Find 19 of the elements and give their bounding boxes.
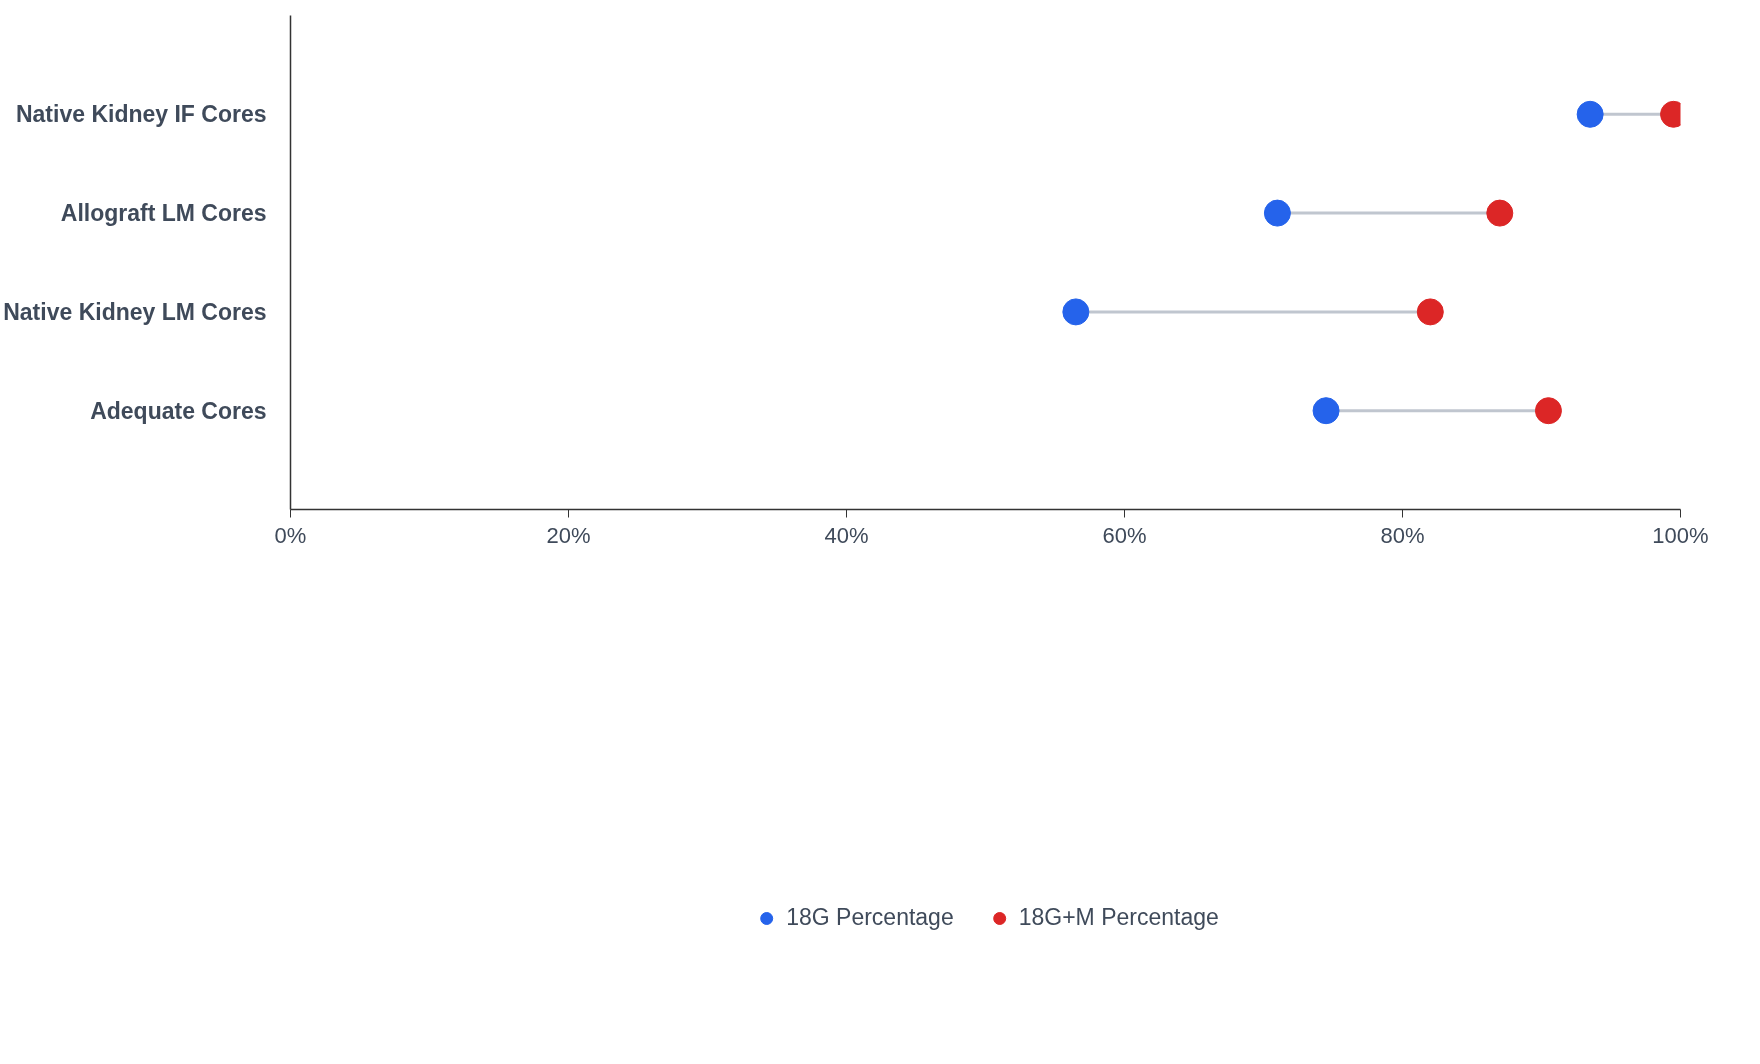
x-tick-label: 80% (1380, 522, 1425, 548)
x-tick-label: 60% (1102, 522, 1147, 548)
y-tick-label: Allograft LM Cores (60, 200, 267, 227)
point (1576, 100, 1604, 128)
y-tick-label: Native Kidney IF Cores (15, 101, 267, 128)
point (1263, 199, 1291, 227)
x-tick-label: 20% (546, 522, 591, 548)
x-tick-label: 40% (824, 522, 869, 548)
x-tick-label: 100% (1652, 522, 1709, 548)
legend-label: 18G Percentage (786, 904, 954, 931)
point (1312, 397, 1340, 425)
point (1534, 397, 1562, 425)
point (1486, 199, 1514, 227)
y-tick-label: Adequate Cores (90, 397, 267, 424)
x-tick-label: 0% (274, 522, 307, 548)
point (1062, 298, 1090, 326)
legend-label: 18G+M Percentage (1018, 904, 1219, 931)
point (1416, 298, 1444, 326)
y-tick-label: Native Kidney LM Cores (3, 298, 267, 325)
